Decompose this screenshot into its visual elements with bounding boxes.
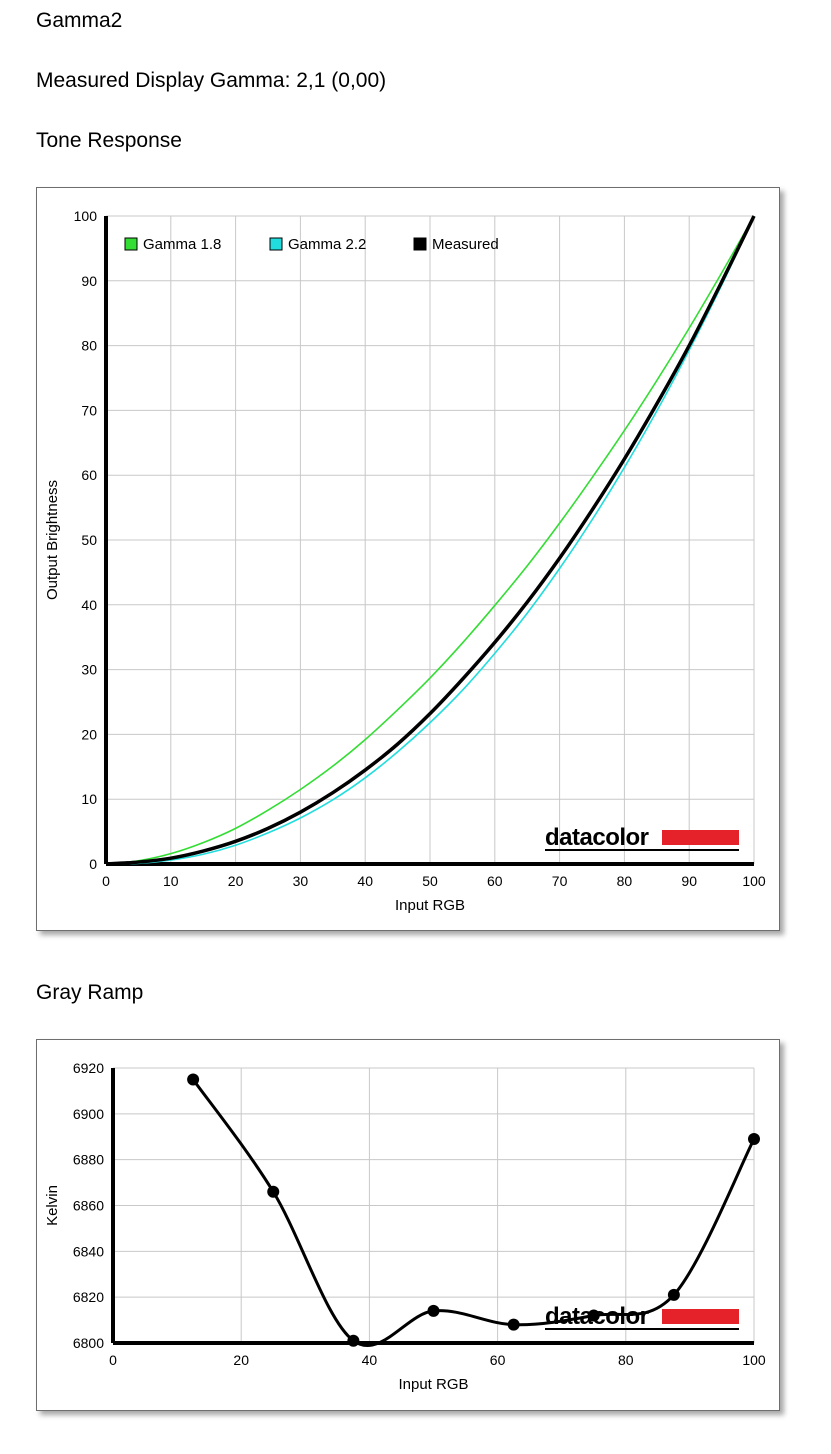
y-tick-label: 90 bbox=[81, 273, 97, 289]
y-tick-label: 20 bbox=[81, 726, 97, 742]
y-tick-label: 6820 bbox=[73, 1289, 104, 1305]
series-line-gamma-1-8 bbox=[105, 215, 755, 865]
data-point bbox=[667, 1288, 680, 1301]
x-tick-label: 60 bbox=[490, 1352, 506, 1368]
y-tick-label: 6800 bbox=[73, 1335, 104, 1351]
tone-response-heading: Tone Response bbox=[36, 129, 182, 152]
gray-ramp-heading: Gray Ramp bbox=[36, 981, 144, 1004]
legend-label: Measured bbox=[432, 236, 499, 253]
y-tick-label: 10 bbox=[81, 791, 97, 807]
x-tick-label: 50 bbox=[422, 873, 438, 889]
datacolor-logo-text: datacolor bbox=[545, 824, 649, 851]
x-axis-label: Input RGB bbox=[395, 897, 465, 914]
data-point bbox=[187, 1073, 200, 1086]
y-tick-label: 100 bbox=[74, 208, 98, 224]
y-tick-label: 50 bbox=[81, 532, 97, 548]
y-tick-label: 6900 bbox=[73, 1106, 104, 1122]
datacolor-logo: datacolor bbox=[545, 1303, 739, 1330]
legend-label: Gamma 1.8 bbox=[143, 236, 221, 253]
data-point bbox=[748, 1133, 760, 1146]
x-tick-label: 80 bbox=[617, 873, 633, 889]
series-line-measured bbox=[105, 215, 756, 866]
data-point bbox=[347, 1334, 360, 1347]
x-tick-label: 60 bbox=[487, 873, 503, 889]
data-point bbox=[427, 1304, 440, 1317]
legend-label: Gamma 2.2 bbox=[288, 236, 366, 253]
measured-gamma-text: Measured Display Gamma: 2,1 (0,00) bbox=[36, 69, 387, 92]
y-tick-label: 40 bbox=[81, 597, 97, 613]
data-point bbox=[267, 1185, 280, 1198]
x-tick-label: 70 bbox=[552, 873, 568, 889]
x-tick-label: 0 bbox=[102, 873, 110, 889]
y-tick-label: 70 bbox=[81, 402, 97, 418]
page-title: Gamma2 bbox=[36, 9, 123, 32]
y-axis-label: Output Brightness bbox=[44, 480, 61, 600]
tone-response-svg: 0 10 20 30 40 50 60 70 80 90 100 0 10 20 30 40 50 60 70 80 9… bbox=[44, 208, 766, 914]
y-tick-label: 6840 bbox=[73, 1243, 104, 1259]
y-tick-label: 30 bbox=[81, 662, 97, 678]
x-tick-label: 100 bbox=[742, 873, 766, 889]
data-point bbox=[507, 1318, 520, 1331]
series-line-gamma-2-2 bbox=[105, 215, 755, 865]
y-tick-label: 0 bbox=[89, 856, 97, 872]
x-tick-label: 40 bbox=[357, 873, 373, 889]
x-tick-label: 30 bbox=[293, 873, 309, 889]
gray-ramp-chart: 0 20 40 60 80 100 6800 6820 6840 6860 6880 6900 6920… bbox=[36, 1039, 780, 1411]
y-tick-label: 80 bbox=[81, 338, 97, 354]
x-tick-label: 80 bbox=[618, 1352, 634, 1368]
gray-ramp-svg: 0 20 40 60 80 100 6800 6820 6840 6860 6880 6900 6920… bbox=[44, 1060, 766, 1393]
x-tick-label: 90 bbox=[681, 873, 697, 889]
y-axis-label: Kelvin bbox=[44, 1185, 61, 1226]
legend-swatch bbox=[124, 237, 138, 251]
x-tick-label: 20 bbox=[228, 873, 244, 889]
tone-response-chart: 0 10 20 30 40 50 60 70 80 90 100 0 10 20 30 40 50 60 70 80 9… bbox=[36, 187, 780, 931]
legend-item: Gamma 1.8 bbox=[124, 236, 221, 253]
series-line-kelvin bbox=[191, 1078, 756, 1348]
x-axis-label: Input RGB bbox=[398, 1376, 468, 1393]
x-tick-label: 40 bbox=[362, 1352, 378, 1368]
x-tick-label: 10 bbox=[163, 873, 179, 889]
datacolor-logo-bar bbox=[662, 1309, 739, 1324]
x-tick-label: 0 bbox=[109, 1352, 117, 1368]
y-tick-label: 6920 bbox=[73, 1060, 104, 1076]
legend-item: Gamma 2.2 bbox=[269, 236, 366, 253]
y-tick-label: 6880 bbox=[73, 1152, 104, 1168]
x-tick-label: 100 bbox=[742, 1352, 766, 1368]
x-tick-label: 20 bbox=[233, 1352, 249, 1368]
legend-item: Measured bbox=[413, 236, 499, 253]
legend-swatch bbox=[413, 237, 427, 251]
y-tick-label: 60 bbox=[81, 467, 97, 483]
datacolor-logo-bar bbox=[662, 830, 739, 845]
y-tick-label: 6860 bbox=[73, 1198, 104, 1214]
data-point bbox=[587, 1309, 600, 1322]
legend-swatch bbox=[269, 237, 283, 251]
datacolor-logo: datacolor bbox=[545, 824, 739, 851]
